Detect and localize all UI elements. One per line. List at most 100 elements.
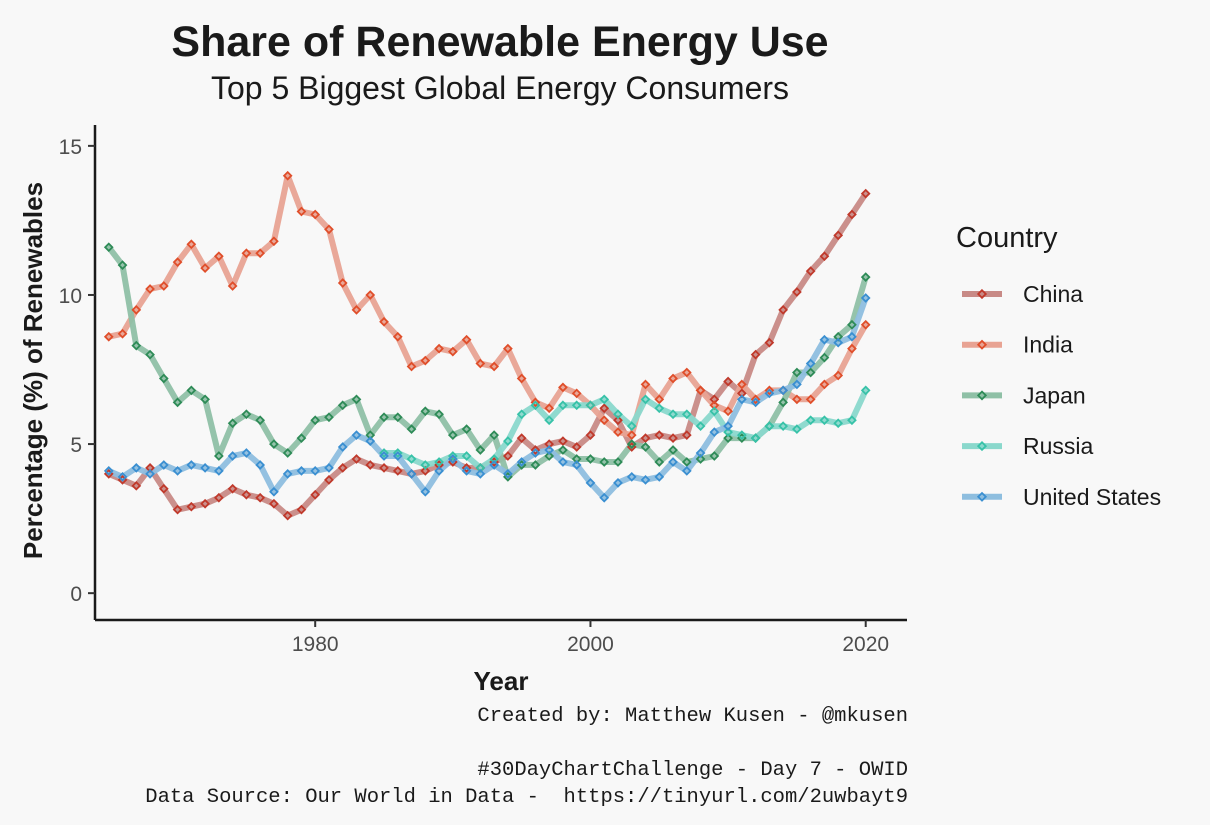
data-point-india: [461, 334, 472, 345]
data-point-united-states: [461, 466, 472, 476]
data-point-china: [337, 463, 348, 473]
data-point-india: [379, 316, 389, 327]
data-point-russia: [750, 433, 761, 443]
data-point-india: [654, 394, 665, 405]
data-point-united-states: [723, 421, 733, 432]
data-point-united-states: [819, 334, 830, 345]
data-point-india: [200, 263, 210, 274]
data-point-united-states: [103, 466, 114, 476]
data-point-japan: [269, 439, 279, 449]
data-point-united-states: [585, 477, 596, 488]
data-point-japan: [420, 406, 431, 417]
data-point-china: [503, 451, 513, 461]
data-point-china: [324, 474, 334, 485]
data-point-india: [516, 373, 527, 384]
data-point-united-states: [186, 460, 197, 470]
data-point-united-states: [558, 457, 568, 467]
data-point-russia: [447, 451, 458, 461]
data-point-japan: [351, 394, 362, 405]
data-point-china: [613, 415, 623, 426]
data-point-united-states: [392, 451, 403, 461]
data-point-india: [723, 406, 733, 417]
data-point-japan: [792, 367, 802, 378]
legend-swatch-marker: [976, 441, 988, 452]
data-point-united-states: [200, 463, 210, 473]
data-point-russia: [585, 400, 596, 411]
data-point-russia: [764, 421, 775, 432]
data-point-india: [530, 397, 541, 408]
caption-challenge: #30DayChartChallenge - Day 7 - OWID: [477, 759, 908, 782]
data-point-russia: [833, 418, 844, 429]
data-point-japan: [255, 415, 266, 426]
data-point-china: [585, 430, 596, 440]
data-point-japan: [558, 445, 568, 455]
data-point-japan: [296, 433, 307, 443]
data-point-china: [269, 498, 279, 509]
data-point-russia: [819, 415, 830, 426]
data-point-united-states: [709, 427, 720, 438]
data-point-united-states: [420, 486, 431, 497]
data-point-russia: [654, 403, 665, 414]
data-point-japan: [282, 448, 293, 458]
data-point-japan: [213, 451, 224, 461]
data-point-india: [640, 379, 651, 390]
data-point-india: [434, 343, 444, 354]
data-point-india: [613, 427, 623, 438]
data-point-china: [186, 501, 197, 512]
data-point-japan: [668, 445, 678, 455]
legend-item-russia: Russia: [962, 433, 1094, 459]
data-point-united-states: [778, 385, 789, 396]
data-point-china: [640, 433, 651, 443]
data-point-united-states: [145, 469, 155, 479]
data-point-united-states: [255, 460, 266, 470]
series-markers: [103, 170, 871, 521]
data-point-india: [131, 305, 142, 315]
data-point-china: [227, 483, 238, 494]
data-point-united-states: [447, 454, 458, 464]
data-point-india: [819, 379, 830, 390]
legend-label: United States: [1023, 484, 1161, 510]
data-point-india: [668, 373, 678, 384]
data-point-united-states: [337, 442, 348, 452]
data-point-united-states: [503, 469, 513, 479]
data-point-china: [571, 442, 582, 452]
data-point-china: [681, 430, 692, 440]
data-point-russia: [406, 454, 417, 464]
data-point-india: [558, 382, 568, 393]
data-point-india: [681, 367, 692, 378]
data-point-china: [282, 510, 293, 521]
data-point-india: [805, 394, 816, 405]
data-point-united-states: [847, 331, 857, 342]
data-point-china: [778, 305, 789, 315]
data-point-united-states: [158, 460, 169, 470]
data-point-united-states: [282, 469, 293, 479]
data-point-russia: [599, 394, 610, 405]
data-point-united-states: [530, 448, 541, 458]
y-tick-label: 15: [59, 136, 82, 159]
y-tick-label: 5: [70, 434, 82, 457]
data-point-india: [269, 236, 279, 247]
data-point-russia: [558, 400, 568, 411]
data-point-china: [392, 466, 403, 476]
data-point-united-states: [860, 293, 871, 303]
data-point-united-states: [117, 471, 128, 482]
data-point-india: [158, 281, 169, 291]
data-point-china: [558, 436, 568, 446]
data-point-russia: [709, 406, 720, 417]
legend-swatch-marker: [976, 288, 988, 300]
data-point-china: [310, 489, 321, 500]
axes: 0 5 10 15 1980 2000 2020 Year Percentage (%) of …: [18, 125, 907, 696]
data-point-russia: [544, 415, 555, 426]
data-point-india: [310, 209, 321, 220]
y-tick-label: 10: [59, 285, 82, 308]
data-point-united-states: [626, 471, 637, 482]
data-point-india: [117, 328, 128, 339]
chart-title: Share of Renewable Energy Use: [171, 18, 829, 66]
data-point-japan: [131, 340, 142, 351]
data-point-united-states: [296, 466, 307, 476]
data-point-united-states: [475, 469, 486, 479]
data-point-china: [516, 433, 527, 443]
data-point-japan: [860, 272, 871, 282]
data-point-japan: [406, 424, 417, 435]
